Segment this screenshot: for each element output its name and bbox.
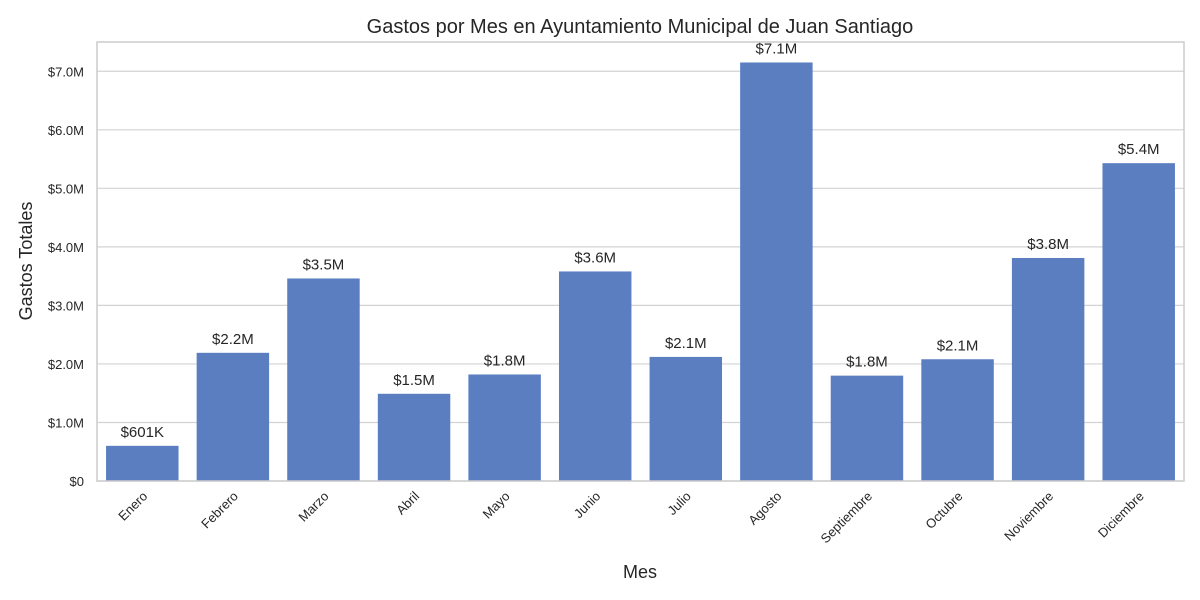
data-label: $2.1M [665,335,707,352]
x-tick-label: Noviembre [1001,489,1056,544]
data-label: $5.4M [1118,141,1160,158]
y-tick-labels: $0 $1.0M $2.0M $3.0M $4.0M $5.0M $6.0M $7.0M [48,64,84,489]
bar [377,393,451,481]
plot-frame [96,41,1185,482]
y-tick-label: $7.0M [48,64,84,79]
x-tick-label: Octubre [922,489,965,532]
y-tick-label: $6.0M [48,123,84,138]
y-tick-label: $5.0M [48,181,84,196]
data-label: $1.5M [393,372,435,389]
x-tick-label: Mayo [480,489,513,522]
x-tick-label: Marzo [295,489,331,525]
bar [1011,257,1085,481]
data-label: $3.5M [303,256,345,273]
grid-lines [97,70,1184,482]
x-tick-label: Agosto [745,489,784,528]
x-tick-labels: Enero Febrero Marzo Abril Mayo Junio Julio Agos… [115,488,1147,546]
bar [1102,163,1175,481]
y-tick-label: $1.0M [48,415,84,430]
data-label: $3.6M [574,249,616,266]
bar [921,359,994,481]
x-tick-label: Julio [664,489,694,519]
x-tick-label: Febrero [198,489,241,532]
chart-title: Gastos por Mes en Ayuntamiento Municipal… [367,16,914,38]
bar [196,352,270,481]
y-tick-label: $0 [70,474,84,489]
y-tick-label: $3.0M [48,298,84,313]
y-tick-label: $4.0M [48,240,84,255]
x-axis-label: Mes [623,562,657,582]
bars [106,62,1175,482]
x-tick-label: Diciembre [1095,489,1147,541]
x-tick-label: Septiembre [817,489,875,547]
data-label: $2.1M [937,337,979,354]
data-label: $601K [121,424,164,441]
bar [649,356,723,481]
data-label: $2.2M [212,331,254,348]
data-label: $3.8M [1027,236,1069,253]
data-label: $7.1M [756,40,798,57]
bar [468,374,541,481]
bar [830,375,904,481]
bar [558,271,632,481]
bar [740,62,813,482]
data-label: $1.8M [484,352,526,369]
bar [287,278,360,481]
y-tick-label: $2.0M [48,357,84,372]
x-tick-label: Abril [393,488,422,517]
data-label: $1.8M [846,354,888,371]
x-tick-label: Junio [571,489,604,522]
data-labels: $601K $2.2M $3.5M $1.5M $1.8M $3.6M $2.1M $7.1M… [121,40,1160,440]
y-axis-label: Gastos Totales [16,202,36,321]
bar [106,445,179,481]
x-tick-label: Enero [115,489,150,524]
